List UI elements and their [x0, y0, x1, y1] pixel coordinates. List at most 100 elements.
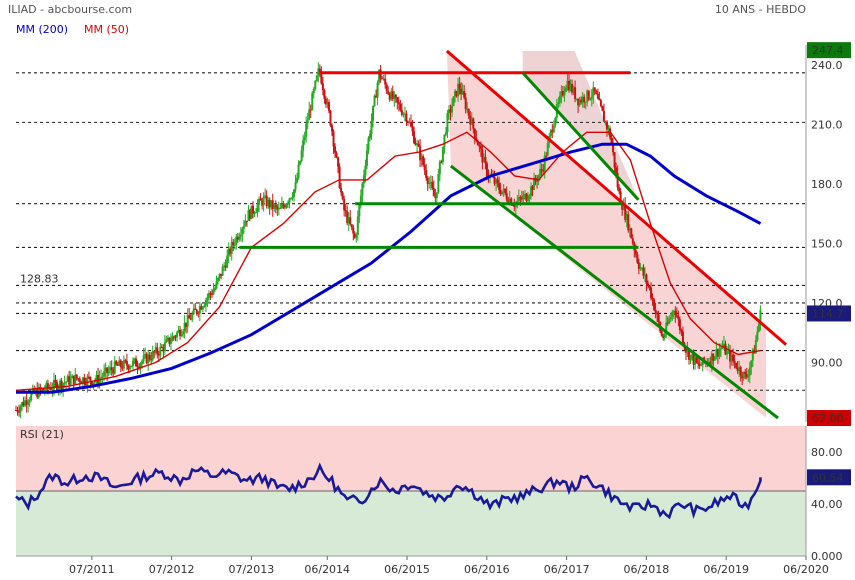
candle-body [615, 167, 618, 174]
candle-body [472, 118, 475, 129]
candle-body [71, 375, 74, 379]
candle-body [645, 274, 648, 284]
candle-body [581, 96, 584, 103]
candle-body [520, 198, 523, 200]
candle-body [413, 131, 416, 144]
candle-body [186, 315, 189, 327]
candle-body [479, 145, 482, 150]
candle-body [677, 316, 680, 320]
candle-body [680, 329, 683, 332]
candle-body [355, 234, 358, 238]
candle-body [724, 343, 727, 355]
candle-body [288, 198, 291, 203]
candle-body [141, 361, 144, 364]
candle-body [124, 360, 127, 362]
candle-body [485, 163, 488, 177]
candle-body [426, 177, 429, 184]
candle-body [209, 293, 212, 295]
candle-body [735, 362, 738, 368]
candle-body [587, 90, 590, 100]
candle-body [25, 400, 28, 405]
candle-body [144, 353, 147, 356]
candle-body [583, 96, 586, 103]
candle-body [285, 204, 288, 208]
candle-body [545, 155, 548, 157]
price-tick-label: 150.0 [811, 237, 843, 250]
candle-body [592, 87, 595, 97]
candle-body [376, 82, 379, 98]
candle-body [463, 90, 466, 98]
candle-body [350, 224, 353, 228]
candle-body [119, 360, 122, 367]
candle-body [60, 380, 63, 389]
candle-body [215, 281, 218, 288]
time-tick-label: 06/2020 [783, 563, 829, 576]
candle-body [751, 349, 754, 361]
candle-body [136, 366, 139, 368]
time-tick-label: 07/2013 [229, 563, 275, 576]
candle-body [709, 361, 712, 365]
candle-body [640, 267, 643, 269]
candle-body [148, 354, 151, 360]
candle-body [666, 322, 669, 324]
candle-body [584, 101, 587, 103]
candle-body [154, 347, 157, 353]
candle-body [508, 198, 511, 203]
candle-body [647, 283, 649, 286]
candle-body [458, 83, 461, 89]
candle-body [414, 143, 417, 145]
candle-body [546, 142, 549, 156]
candle-body [201, 307, 204, 310]
candle-body [435, 192, 438, 198]
candle-body [736, 367, 739, 371]
candle-body [698, 363, 701, 366]
candle-body [106, 367, 109, 374]
candle-body [691, 354, 694, 356]
candle-body [81, 377, 84, 384]
candle-body [642, 267, 645, 276]
candle-body [49, 387, 52, 390]
candle-body [455, 90, 458, 97]
trendline-4 [521, 71, 640, 201]
candle-body [173, 336, 175, 338]
candle-body [248, 210, 251, 219]
candle-body [43, 390, 46, 392]
candle-body [495, 179, 498, 184]
candle-body [718, 349, 721, 357]
candle-body [204, 300, 207, 306]
candle-body [695, 357, 698, 363]
candle-body [232, 242, 235, 245]
candle-body [326, 102, 329, 105]
rsi-title: RSI (21) [20, 428, 64, 441]
candle-body [218, 273, 221, 278]
candle-body [569, 84, 572, 91]
candle-body [145, 353, 148, 364]
chart-title: ILIAD - abcbourse.com [8, 3, 132, 16]
candle-body [616, 173, 619, 188]
candle-body [408, 121, 411, 123]
candle-body [224, 265, 227, 268]
candle-body [179, 329, 182, 337]
candle-body [621, 203, 624, 210]
candle-body [631, 238, 634, 244]
candle-body [162, 347, 165, 352]
candle-body [66, 376, 69, 382]
candle-body [72, 375, 75, 385]
candle-body [315, 75, 318, 81]
candle-body [425, 170, 428, 178]
red-channel-shade [446, 50, 767, 419]
candle-body [523, 193, 526, 196]
candle-body [297, 164, 300, 178]
candle-body [94, 380, 96, 383]
candle-body [747, 375, 750, 378]
candle-body [651, 297, 654, 300]
candle-body [549, 130, 552, 137]
candle-body [561, 91, 564, 96]
candle-body [235, 236, 238, 245]
candle-body [665, 322, 668, 334]
candle-body [57, 387, 60, 391]
candle-body [206, 297, 209, 301]
candle-body [668, 319, 671, 324]
candle-body [419, 146, 422, 161]
